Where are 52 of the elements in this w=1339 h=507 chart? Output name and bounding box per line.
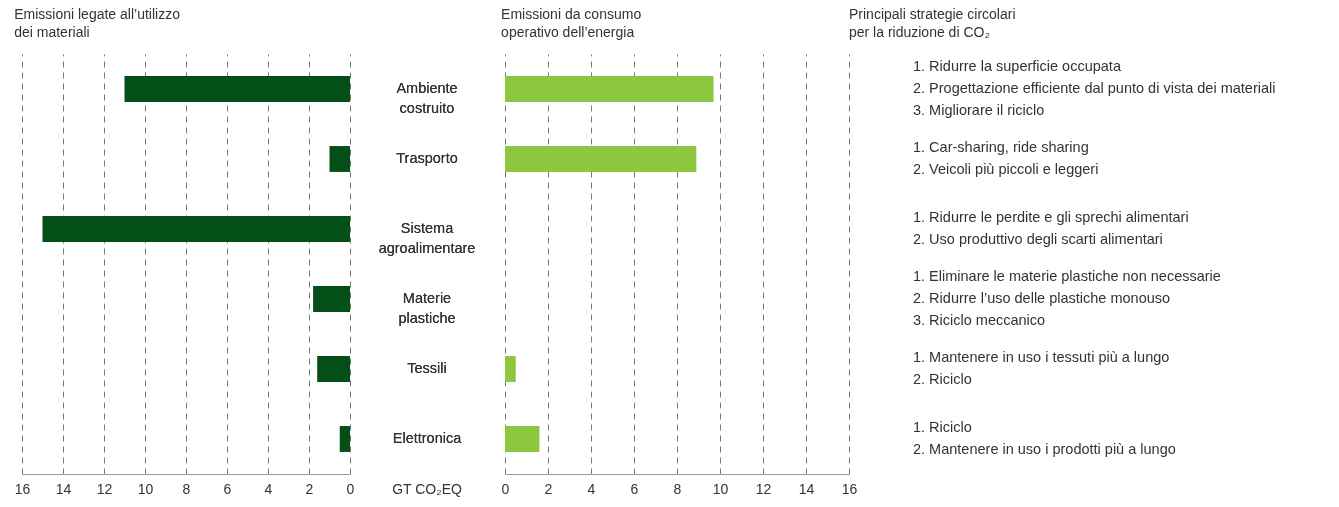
bar: [42, 216, 350, 242]
text: 1. Eliminare le materie plastiche non necessarie: [913, 268, 1221, 284]
text: 2. Progettazione efficiente dal punto di vista dei materiali: [913, 80, 1276, 96]
y-tick-label: Sistema agroalimentare: [378, 220, 476, 256]
text: 2. Veicoli più piccoli e leggeri: [913, 161, 1099, 177]
x-tick-label: 16: [841, 480, 858, 497]
x-tick-label: 2: [544, 480, 553, 497]
x-tick-label: 6: [630, 480, 639, 497]
bar: [505, 146, 697, 172]
bar: [329, 146, 350, 172]
text: Principali strategie circolari per la riduzione di CO₂: [849, 6, 1016, 40]
x-tick-label: 8: [673, 480, 682, 497]
x-tick-label: 0: [501, 480, 510, 497]
y-tick-label: Tessili: [407, 360, 447, 376]
x-tick-label: 16: [14, 480, 31, 497]
text: 3. Riciclo meccanico: [913, 312, 1046, 328]
y-tick-label: Ambiente costruito: [396, 80, 458, 116]
x-tick-label: 14: [798, 480, 815, 497]
x-tick-label: 8: [182, 480, 191, 497]
bar: [505, 356, 516, 382]
y-tick-label: Elettronica: [392, 430, 463, 446]
x-tick-label: 12: [96, 480, 113, 497]
x-tick-label: 4: [264, 480, 273, 497]
text: 2. Riciclo: [913, 371, 972, 387]
text: 2. Ridurre l’uso delle plastiche monouso: [913, 290, 1171, 306]
x-tick-label: 2: [305, 480, 314, 497]
bar: [339, 426, 350, 452]
y-tick-label: Trasporto: [396, 150, 458, 166]
text: 3. Migliorare il riciclo: [913, 102, 1045, 118]
bar: [317, 356, 350, 382]
text: 1. Riciclo: [913, 419, 972, 435]
chart-title: Emissioni legate all’utilizzo dei materiali: [14, 6, 181, 40]
x-tick-label: 14: [55, 480, 72, 497]
x-tick-label: 10: [137, 480, 154, 497]
bar: [124, 76, 350, 102]
text: 1. Mantenere in uso i tessuti più a lungo: [913, 349, 1170, 365]
y-tick-label: Materie plastiche: [398, 290, 456, 326]
bar: [313, 286, 350, 312]
bar: [505, 426, 540, 452]
chart-title: Emissioni da consumo operativo dell’energia: [501, 6, 642, 40]
x-tick-label: 0: [346, 480, 355, 497]
x-tick-label: 10: [712, 480, 729, 497]
x-axis-title: GT CO₂EQ: [392, 481, 462, 497]
text: 1. Ridurre le perdite e gli sprechi alimentari: [913, 209, 1189, 225]
x-tick-label: 4: [587, 480, 596, 497]
text: 2. Mantenere in uso i prodotti più a lungo: [913, 441, 1176, 457]
text: 1. Car-sharing, ride sharing: [913, 139, 1089, 155]
x-tick-label: 6: [223, 480, 232, 497]
text: 1. Ridurre la superficie occupata: [913, 58, 1122, 74]
bar: [505, 76, 714, 102]
x-tick-label: 12: [755, 480, 772, 497]
text: 2. Uso produttivo degli scarti alimentari: [913, 231, 1163, 247]
